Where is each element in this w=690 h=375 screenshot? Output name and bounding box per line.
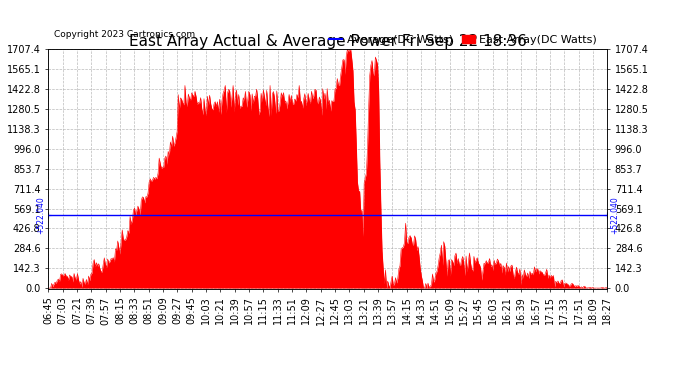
Text: +522.040: +522.040	[37, 196, 46, 234]
Legend: Average(DC Watts), East Array(DC Watts): Average(DC Watts), East Array(DC Watts)	[324, 30, 602, 49]
Text: Copyright 2023 Cartronics.com: Copyright 2023 Cartronics.com	[54, 30, 195, 39]
Title: East Array Actual & Average Power Fri Sep 22 18:36: East Array Actual & Average Power Fri Se…	[129, 34, 526, 49]
Text: +522.040: +522.040	[610, 196, 619, 234]
